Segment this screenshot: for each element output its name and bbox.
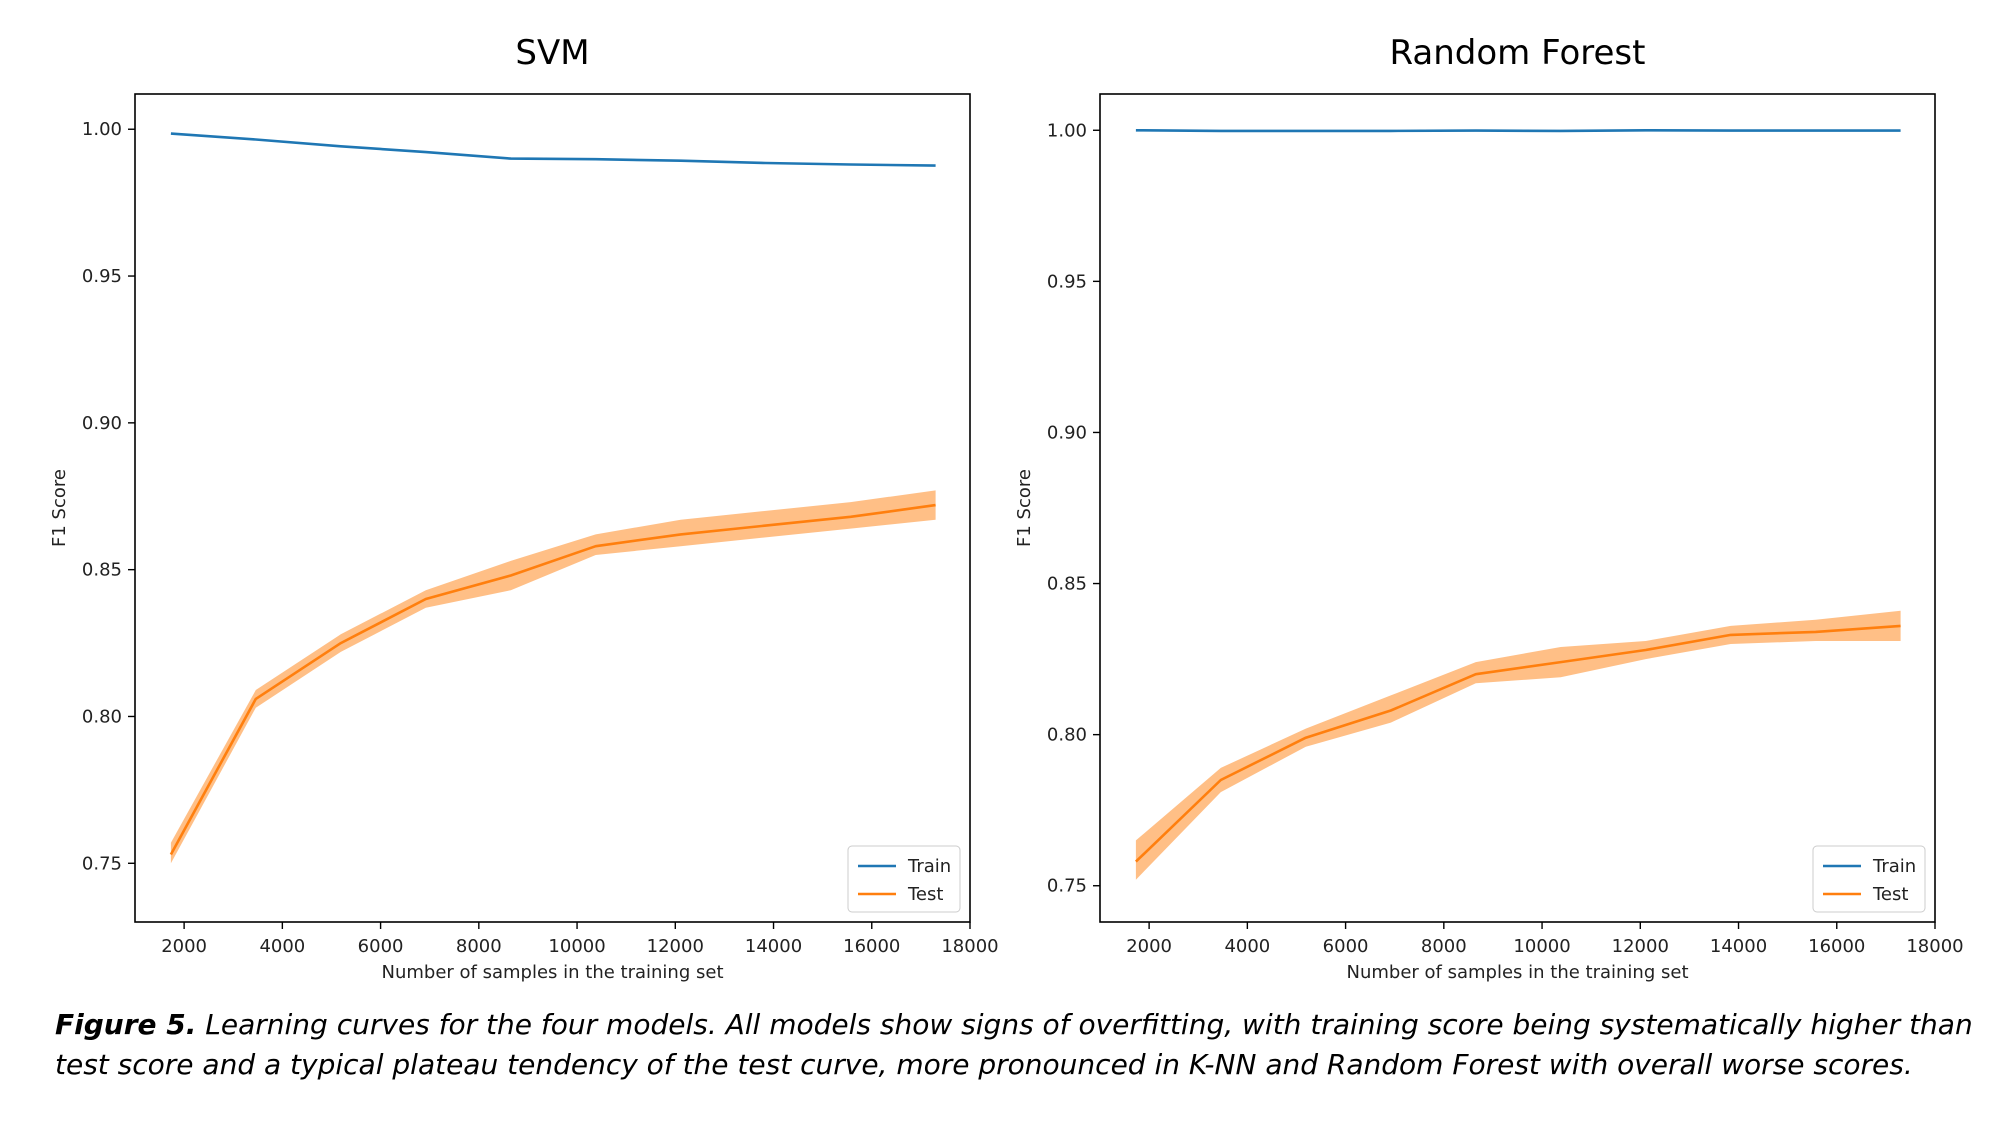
legend-label-train: Train bbox=[1872, 856, 1916, 877]
y-tick-label: 0.80 bbox=[1047, 725, 1087, 746]
caption-label: Figure 5. bbox=[55, 1008, 197, 1041]
legend-box bbox=[847, 845, 961, 913]
x-tick-label: 16000 bbox=[1808, 936, 1865, 957]
x-tick-label: 16000 bbox=[843, 936, 900, 957]
x-tick-label: 12000 bbox=[1612, 936, 1669, 957]
series-train-line bbox=[1135, 129, 1901, 133]
x-tick-label: 4000 bbox=[1224, 936, 1270, 957]
y-tick-label: 0.75 bbox=[1047, 876, 1087, 897]
series-test-line bbox=[1134, 624, 1901, 863]
chart-0: SVM 2000 4000 6000 8000 10000 12000 14000 16000 1… bbox=[49, 33, 999, 983]
chart-title: SVM bbox=[515, 33, 589, 73]
x-tick-label: 14000 bbox=[745, 936, 802, 957]
y-tick-label: 0.90 bbox=[82, 413, 122, 434]
y-tick-label: 1.00 bbox=[1047, 120, 1087, 141]
y-tick-label: 0.95 bbox=[82, 266, 122, 287]
x-tick-label: 10000 bbox=[548, 936, 605, 957]
legend-label-train: Train bbox=[907, 856, 951, 877]
figure-charts: SVM 2000 4000 6000 8000 10000 12000 14000 16000 1… bbox=[49, 33, 1964, 983]
y-tick-label: 0.85 bbox=[1047, 574, 1087, 595]
legend: Train Test bbox=[1812, 845, 1926, 913]
y-tick-label: 0.75 bbox=[82, 853, 122, 874]
y-tick-label: 0.85 bbox=[82, 560, 122, 581]
y-tick-label: 0.90 bbox=[1047, 422, 1087, 443]
plot-frame bbox=[134, 93, 971, 923]
series-test-band bbox=[1135, 610, 1901, 880]
x-tick-label: 12000 bbox=[647, 936, 704, 957]
x-tick-label: 4000 bbox=[259, 936, 305, 957]
figure-caption: Figure 5. Learning curves for the four m… bbox=[55, 1005, 1975, 1085]
y-axis-label: F1 Score bbox=[1014, 469, 1035, 547]
x-tick-label: 14000 bbox=[1710, 936, 1767, 957]
series-test-line bbox=[169, 503, 936, 856]
x-tick-label: 2000 bbox=[161, 936, 207, 957]
legend-box bbox=[1812, 845, 1926, 913]
series-train-line bbox=[170, 132, 936, 167]
chart-1: Random Forest 2000 4000 6000 8000 10000 12000 1… bbox=[1014, 33, 1964, 983]
caption-text: Learning curves for the four models. All… bbox=[55, 1008, 1973, 1081]
y-axis-label: F1 Score bbox=[49, 469, 70, 547]
y-tick-label: 1.00 bbox=[82, 119, 122, 140]
x-axis-label: Number of samples in the training set bbox=[382, 962, 724, 983]
y-tick-label: 0.95 bbox=[1047, 271, 1087, 292]
x-tick-label: 18000 bbox=[1906, 936, 1963, 957]
x-tick-label: 6000 bbox=[1323, 936, 1369, 957]
x-tick-label: 8000 bbox=[456, 936, 502, 957]
x-tick-label: 8000 bbox=[1421, 936, 1467, 957]
legend-label-test: Test bbox=[1872, 884, 1908, 905]
x-axis-label: Number of samples in the training set bbox=[1347, 962, 1689, 983]
x-tick-label: 2000 bbox=[1126, 936, 1172, 957]
plot-frame bbox=[1099, 93, 1936, 923]
x-tick-label: 18000 bbox=[941, 936, 998, 957]
x-tick-label: 10000 bbox=[1513, 936, 1570, 957]
series-test-band bbox=[170, 490, 936, 864]
legend: Train Test bbox=[847, 845, 961, 913]
legend-label-test: Test bbox=[907, 884, 943, 905]
x-tick-label: 6000 bbox=[358, 936, 404, 957]
chart-title: Random Forest bbox=[1390, 33, 1646, 73]
y-tick-label: 0.80 bbox=[82, 706, 122, 727]
